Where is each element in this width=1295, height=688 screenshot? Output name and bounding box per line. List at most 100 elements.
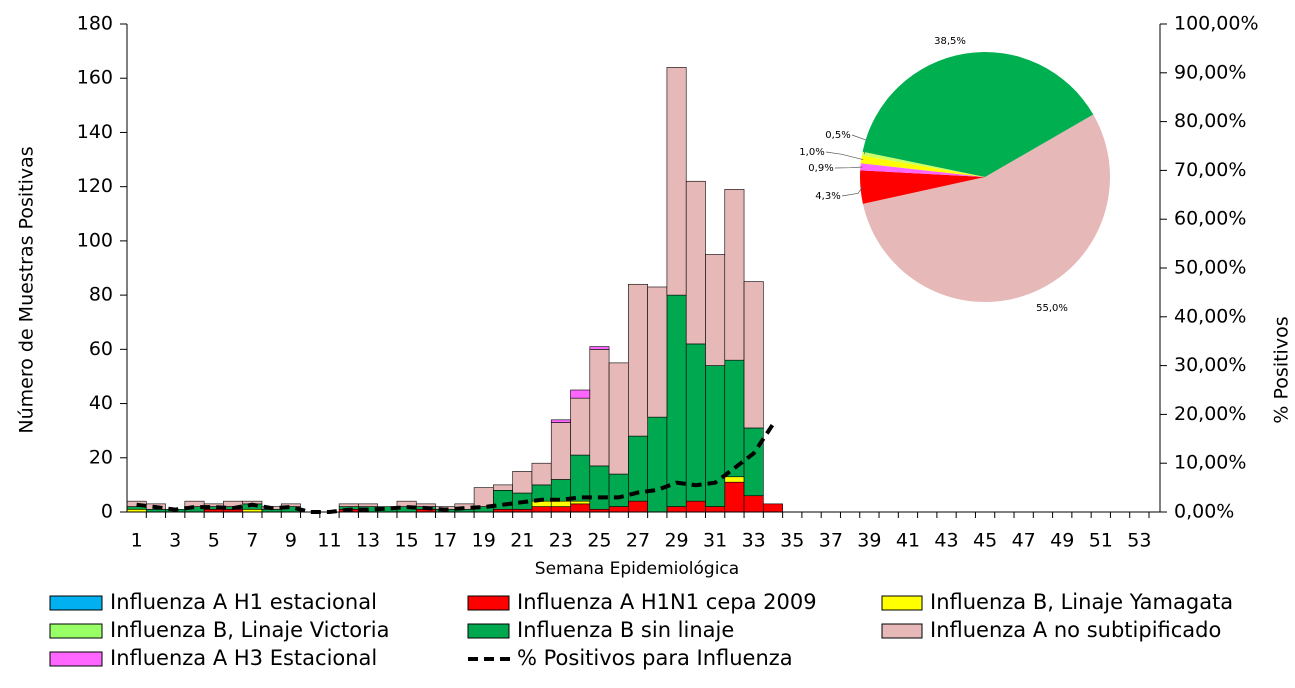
y2-axis-title: % Positivos	[1271, 316, 1293, 423]
x-tick-label: 13	[356, 530, 380, 552]
legend-swatch	[49, 623, 103, 639]
y2-tick-label: 0,00%	[1174, 501, 1234, 523]
x-tick-label: 3	[169, 530, 181, 552]
bar-segment	[550, 506, 571, 513]
bar-segment	[705, 506, 726, 513]
bar-segment	[763, 503, 783, 513]
leader-line	[825, 151, 864, 161]
legend-label: Influenza A H1N1 cepa 2009	[517, 590, 817, 614]
bar-segment	[589, 349, 610, 467]
bar-segment	[685, 343, 706, 502]
bar-segment	[512, 471, 533, 494]
pie-value-label: 1,0%	[799, 147, 824, 158]
bar-segment	[550, 422, 571, 480]
bar-segment	[608, 473, 629, 507]
pie-slice	[860, 163, 985, 177]
bar-segment	[628, 500, 648, 513]
y-tick-label: 100	[77, 229, 113, 251]
pie-slice	[860, 155, 985, 177]
bar-segment	[589, 346, 610, 350]
x-tick-label: 45	[973, 530, 997, 552]
y-tick-label: 40	[89, 392, 113, 414]
x-tick-label: 49	[1050, 530, 1074, 552]
bar-segment	[570, 389, 591, 399]
x-tick-label: 41	[896, 530, 920, 552]
x-tick-label: 35	[780, 530, 804, 552]
y2-tick-label: 70,00%	[1174, 159, 1246, 181]
pie-slice	[861, 151, 985, 177]
bar-segment	[743, 427, 764, 497]
legend-swatch	[881, 595, 923, 611]
bar-segment	[280, 503, 301, 507]
bar-segment	[647, 286, 668, 418]
legend-label: Influenza A no subtipificado	[930, 618, 1221, 642]
bar-segment	[685, 500, 706, 513]
bar-segment	[666, 67, 687, 296]
legend-label: Influenza B sin linaje	[517, 618, 734, 642]
bar-segment	[647, 416, 668, 513]
legend-swatch	[467, 595, 510, 611]
pie-slice	[862, 52, 1094, 178]
bar-segment	[358, 503, 378, 507]
bar-segment	[724, 359, 745, 478]
x-tick-label: 33	[742, 530, 766, 552]
legend-label: Influenza A H3 Estacional	[110, 646, 377, 670]
y-tick-label: 120	[77, 175, 113, 197]
pie-value-label: 55,0%	[1036, 303, 1068, 314]
legend-label: Influenza B, Linaje Victoria	[110, 618, 389, 642]
y-tick-label: 140	[77, 121, 113, 143]
x-tick-label: 27	[626, 530, 650, 552]
x-tick-label: 15	[395, 530, 419, 552]
y-tick-label: 160	[77, 67, 113, 89]
x-tick-label: 7	[246, 530, 258, 552]
x-axis-title: Semana Epidemiológica	[535, 559, 739, 579]
y-tick-label: 180	[77, 13, 113, 35]
bar-segment	[570, 503, 591, 513]
y2-tick-label: 40,00%	[1174, 305, 1246, 327]
y2-tick-label: 20,00%	[1174, 403, 1246, 425]
x-tick-label: 25	[587, 530, 611, 552]
bar-segment	[666, 294, 687, 507]
bar-segment	[570, 500, 591, 505]
legend-label: Influenza B, Linaje Yamagata	[930, 590, 1233, 614]
x-tick-label: 37	[819, 530, 843, 552]
y2-tick-label: 10,00%	[1174, 452, 1246, 474]
pie-slice	[862, 114, 1110, 302]
legend-label: Influenza A H1 estacional	[110, 590, 377, 614]
x-tick-label: 9	[285, 530, 297, 552]
bar-segment	[550, 419, 571, 423]
bar-segment	[493, 484, 513, 491]
y2-tick-label: 100,00%	[1174, 13, 1259, 35]
pie-value-label: 38,5%	[934, 36, 966, 47]
legend-swatch	[467, 623, 510, 639]
bar-segment	[743, 495, 764, 513]
x-tick-label: 29	[664, 530, 688, 552]
x-tick-label: 19	[472, 530, 496, 552]
x-tick-label: 17	[433, 530, 457, 552]
y2-tick-label: 30,00%	[1174, 354, 1246, 376]
legend-swatch	[881, 623, 923, 639]
x-tick-label: 51	[1089, 530, 1113, 552]
bar-segment	[473, 487, 494, 507]
x-tick-label: 5	[208, 530, 220, 552]
x-tick-label: 53	[1127, 530, 1151, 552]
x-tick-label: 23	[549, 530, 573, 552]
x-tick-label: 43	[934, 530, 958, 552]
y-tick-label: 0	[101, 501, 113, 523]
bar-segment	[589, 465, 610, 510]
legend-swatch	[49, 651, 103, 667]
bar-segment	[608, 506, 629, 513]
y2-tick-label: 60,00%	[1174, 208, 1246, 230]
bar-segment	[628, 283, 648, 437]
bar-segment	[531, 462, 552, 486]
bar-segment	[724, 476, 745, 483]
x-tick-label: 21	[510, 530, 534, 552]
x-tick-label: 11	[317, 530, 341, 552]
bar-segment	[531, 506, 552, 513]
bar-segment	[724, 189, 745, 361]
bar-segment	[685, 180, 706, 345]
bar-segment	[570, 397, 591, 456]
leader-line	[841, 186, 863, 197]
y2-tick-label: 80,00%	[1174, 110, 1246, 132]
pie-value-label: 0,9%	[808, 163, 833, 174]
